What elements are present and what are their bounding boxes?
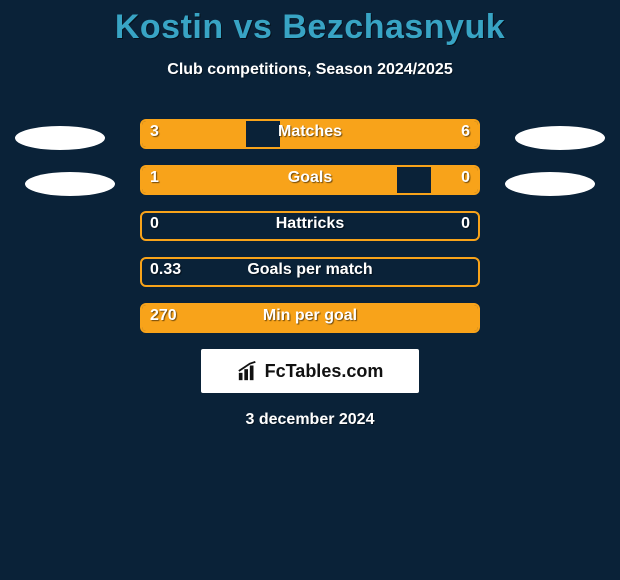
date-text: 3 december 2024 [0,411,620,429]
stat-fill-left [142,305,478,331]
stat-value-right [460,303,480,333]
page-title: Kostin vs Bezchasnyuk [0,8,620,47]
brand-badge[interactable]: FcTables.com [201,349,419,393]
stat-value-right: 0 [451,165,480,195]
stat-row: 0.33Goals per match [0,257,620,287]
page-subtitle: Club competitions, Season 2024/2025 [0,61,620,79]
stats-list: 36Matches10Goals00Hattricks0.33Goals per… [0,119,620,333]
stat-bar [140,119,480,149]
brand-text: FcTables.com [265,361,384,382]
stat-value-right [460,257,480,287]
stat-value-right: 0 [451,211,480,241]
stat-fill-right [280,121,478,147]
stat-bar [140,165,480,195]
stat-row: 270Min per goal [0,303,620,333]
stat-row: 36Matches [0,119,620,149]
comparison-card: Kostin vs Bezchasnyuk Club competitions,… [0,0,620,429]
stat-value-left: 270 [140,303,187,333]
stat-fill-left [142,167,397,193]
stat-row: 00Hattricks [0,211,620,241]
stat-bar [140,211,480,241]
stat-value-left: 3 [140,119,169,149]
stat-value-left: 1 [140,165,169,195]
stat-value-left: 0.33 [140,257,191,287]
stat-value-right: 6 [451,119,480,149]
stat-bar [140,303,480,333]
stat-row: 10Goals [0,165,620,195]
bar-chart-icon [237,360,259,382]
stat-value-left: 0 [140,211,169,241]
